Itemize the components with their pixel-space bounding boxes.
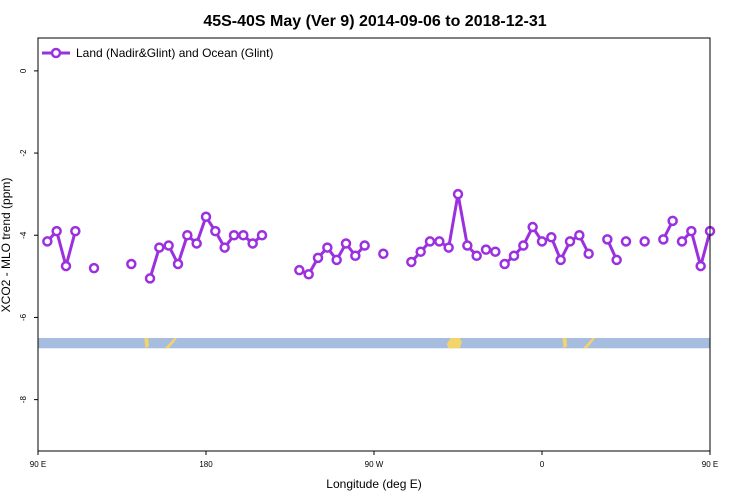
data-point <box>676 236 688 247</box>
x-axis: 90 E 180 90 W 0 90 E <box>30 451 718 469</box>
y-tick-label: -4 <box>19 231 28 239</box>
data-point <box>88 262 100 274</box>
x-tick-label: 90 E <box>702 460 718 469</box>
data-point <box>499 258 510 270</box>
data-point <box>406 256 417 268</box>
data-point <box>256 230 268 241</box>
data-point <box>200 211 212 223</box>
data-point <box>555 254 566 266</box>
x-axis-label: Longitude (deg E) <box>326 477 421 491</box>
y-tick-label: -6 <box>19 313 28 321</box>
x-tick-label: 0 <box>540 460 545 469</box>
data-point <box>163 240 174 251</box>
data-point <box>546 232 557 243</box>
y-tick-label: 0 <box>19 68 28 73</box>
data-point <box>60 260 72 272</box>
y-axis: 0 -2 -4 -6 -8 <box>19 68 38 403</box>
legend-label: Land (Nadir&Glint) and Ocean (Glint) <box>76 46 273 60</box>
data-point <box>564 236 576 247</box>
x-tick-label: 90 E <box>30 460 46 469</box>
ocean-band <box>38 337 710 349</box>
series-points-layer <box>42 188 716 284</box>
land-patch <box>562 337 568 349</box>
land-ocean-strip <box>38 337 710 349</box>
data-point <box>695 260 706 272</box>
data-point <box>126 258 137 270</box>
data-point <box>639 236 650 247</box>
data-point <box>602 234 613 245</box>
data-point <box>331 254 342 266</box>
land-patch <box>446 337 462 349</box>
x-tick-label: 180 <box>199 460 213 469</box>
data-point <box>294 264 305 276</box>
data-point <box>51 225 62 237</box>
y-tick-label: -8 <box>19 396 28 404</box>
data-point <box>322 242 333 253</box>
data-point <box>508 250 520 262</box>
data-point <box>191 238 202 249</box>
data-point <box>574 230 585 241</box>
x-tick-label: 90 W <box>365 460 384 469</box>
data-point <box>154 242 165 253</box>
data-point <box>518 240 529 251</box>
series-line-segment <box>680 229 712 268</box>
data-point <box>312 252 324 264</box>
data-point <box>424 236 436 247</box>
y-tick-label: -2 <box>19 149 28 157</box>
y-axis-label: XCO2 - MLO trend (ppm) <box>0 178 13 313</box>
data-point <box>303 269 314 280</box>
data-point <box>527 221 538 233</box>
data-point <box>219 242 230 253</box>
data-point <box>359 240 370 251</box>
land-patch <box>164 337 178 349</box>
data-point <box>452 188 464 200</box>
data-point <box>172 258 184 270</box>
data-point <box>238 230 249 241</box>
data-point <box>686 225 697 237</box>
data-point <box>144 273 156 284</box>
data-point <box>247 238 258 249</box>
data-point <box>667 215 678 227</box>
land-patch <box>583 337 596 349</box>
data-point <box>340 238 352 249</box>
data-point <box>70 225 81 237</box>
data-point <box>182 230 193 241</box>
data-point <box>350 250 361 262</box>
data-point <box>228 230 240 241</box>
legend: Land (Nadir&Glint) and Ocean (Glint) <box>42 46 273 60</box>
data-point <box>415 246 426 257</box>
data-point <box>490 246 501 257</box>
data-point <box>210 225 221 237</box>
data-point <box>434 236 445 247</box>
data-point <box>471 250 482 262</box>
data-point <box>583 248 594 259</box>
chart-title: 45S-40S May (Ver 9) 2014-09-06 to 2018-1… <box>203 13 546 30</box>
data-point <box>658 234 669 245</box>
data-point <box>462 240 473 251</box>
data-point <box>611 254 622 266</box>
data-point <box>480 244 492 255</box>
data-point <box>378 248 389 259</box>
series-line-segment <box>46 229 77 268</box>
land-patch <box>144 337 150 349</box>
data-point <box>620 236 632 247</box>
data-point <box>443 242 454 253</box>
data-point <box>42 236 53 247</box>
legend-marker-swatch <box>50 47 62 59</box>
data-point <box>536 236 548 247</box>
